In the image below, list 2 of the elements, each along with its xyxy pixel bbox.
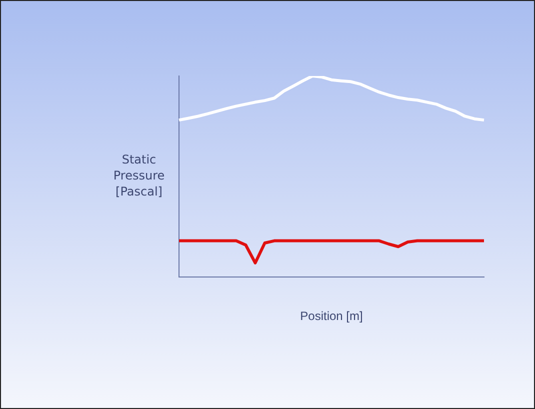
x-axis-title: Position [m] bbox=[300, 309, 363, 324]
y-axis-title: Static Pressure [Pascal] bbox=[113, 152, 165, 199]
